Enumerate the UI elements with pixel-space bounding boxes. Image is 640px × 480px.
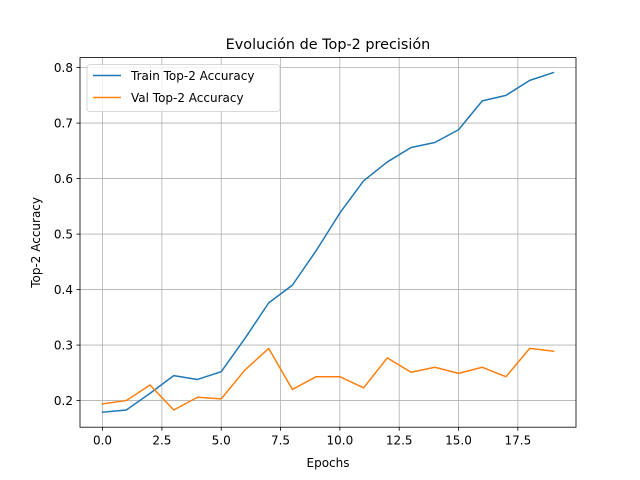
y-tick-label: 0.4 (54, 283, 73, 297)
y-tick-label: 0.8 (54, 61, 73, 75)
grid (80, 57, 576, 428)
x-tick-label: 0.0 (93, 434, 112, 448)
plot-area-frame (79, 57, 577, 428)
x-tick-label: 2.5 (152, 434, 171, 448)
series-line-train (101, 71, 555, 414)
legend-label-val: Val Top-2 Accuracy (131, 91, 244, 105)
y-tick-label: 0.2 (54, 394, 73, 408)
x-tick-label: 17.5 (504, 434, 531, 448)
x-tick-label: 5.0 (212, 434, 231, 448)
series-line-val (101, 347, 555, 411)
x-axis-label: Epochs (307, 456, 350, 470)
y-tick-label: 0.3 (54, 338, 73, 352)
y-tick-label: 0.7 (54, 116, 73, 130)
legend-frame (86, 64, 281, 112)
legend: Train Top-2 Accuracy Val Top-2 Accuracy (86, 64, 281, 112)
y-tick-label: 0.5 (54, 227, 73, 241)
ticks: 0.0 2.5 5.0 7.5 10.0 12.5 15.0 17.5 0.2 0.3 0.4 0.5… (54, 61, 531, 448)
x-tick-label: 10.0 (327, 434, 354, 448)
y-tick-label: 0.6 (54, 172, 73, 186)
x-tick-label: 15.0 (445, 434, 472, 448)
y-axis-label: Top-2 Accuracy (29, 197, 43, 289)
legend-label-train: Train Top-2 Accuracy (130, 69, 254, 83)
chart-title: Evolución de Top-2 precisión (226, 37, 431, 53)
x-tick-label: 12.5 (386, 434, 413, 448)
x-tick-label: 7.5 (271, 434, 290, 448)
series-layer (101, 71, 555, 414)
